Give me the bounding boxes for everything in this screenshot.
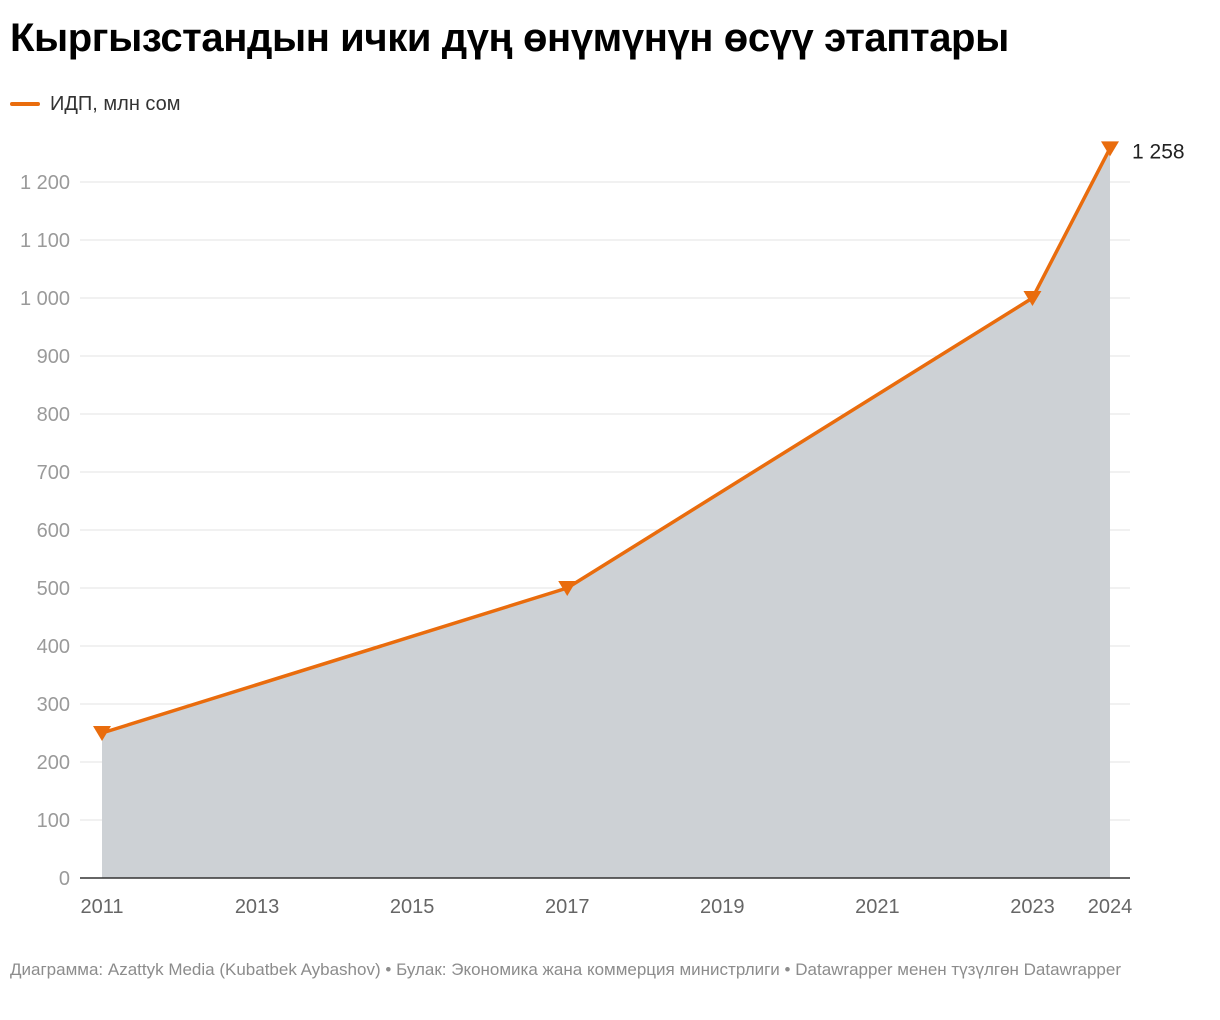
data-point-marker	[558, 581, 577, 596]
y-tick-label: 900	[37, 346, 70, 368]
data-point-marker	[93, 726, 111, 741]
y-tick-label: 100	[37, 810, 70, 832]
y-tick-label: 300	[37, 694, 70, 716]
legend-line-swatch	[10, 102, 40, 106]
y-tick-label: 500	[37, 578, 70, 600]
legend-label: ИДП, млн сом	[50, 92, 181, 115]
y-tick-label: 700	[37, 462, 70, 484]
x-tick-label: 2013	[235, 896, 280, 918]
x-tick-label: 2015	[390, 896, 435, 918]
x-tick-label: 2019	[700, 896, 745, 918]
x-tick-label: 2021	[855, 896, 900, 918]
chart-title: Кыргызстандын ички дүң өнүмүнүн өсүү эта…	[10, 16, 1009, 60]
series-area	[102, 148, 1110, 879]
series-line	[100, 146, 1112, 735]
x-tick-label: 2024	[1088, 896, 1133, 918]
series-markers	[93, 141, 1119, 741]
chart-footer: Диаграмма: Azattyk Media (Kubatbek Aybas…	[10, 957, 1200, 983]
y-tick-label: 600	[37, 520, 70, 542]
y-tick-label: 1 100	[20, 230, 70, 252]
x-tick-label: 2023	[1010, 896, 1055, 918]
footer-source: Булак: Экономика жана коммерция министрл…	[396, 960, 780, 979]
x-tick-label: 2017	[545, 896, 590, 918]
data-label: 1 258	[1132, 140, 1185, 163]
y-tick-label: 0	[59, 868, 70, 890]
footer-separator: •	[385, 960, 392, 979]
footer-credit-link[interactable]: Datawrapper менен түзүлгөн Datawrapper	[795, 960, 1121, 979]
footer-byline: Диаграмма: Azattyk Media (Kubatbek Aybas…	[10, 960, 381, 979]
y-tick-label: 200	[37, 752, 70, 774]
y-tick-label: 800	[37, 404, 70, 426]
data-point-marker	[1023, 291, 1042, 306]
footer-separator: •	[784, 960, 791, 979]
y-tick-label: 400	[37, 636, 70, 658]
y-tick-label: 1 000	[20, 288, 70, 310]
data-point-marker	[1101, 141, 1119, 157]
x-axis-labels: 2011 2013 2015 2017 2019 2021 2023 2024	[80, 896, 1132, 918]
y-tick-label: 1 200	[20, 172, 70, 194]
x-tick-label: 2011	[80, 896, 123, 918]
chart-legend: ИДП, млн сом	[10, 91, 181, 117]
gdp-area-chart: 0 100 200 300 400 500 600 700 800 900 1 000 1 100 1 …	[20, 140, 1185, 918]
y-axis-labels: 0 100 200 300 400 500 600 700 800 900 1 000 1 100 1 …	[20, 172, 70, 890]
